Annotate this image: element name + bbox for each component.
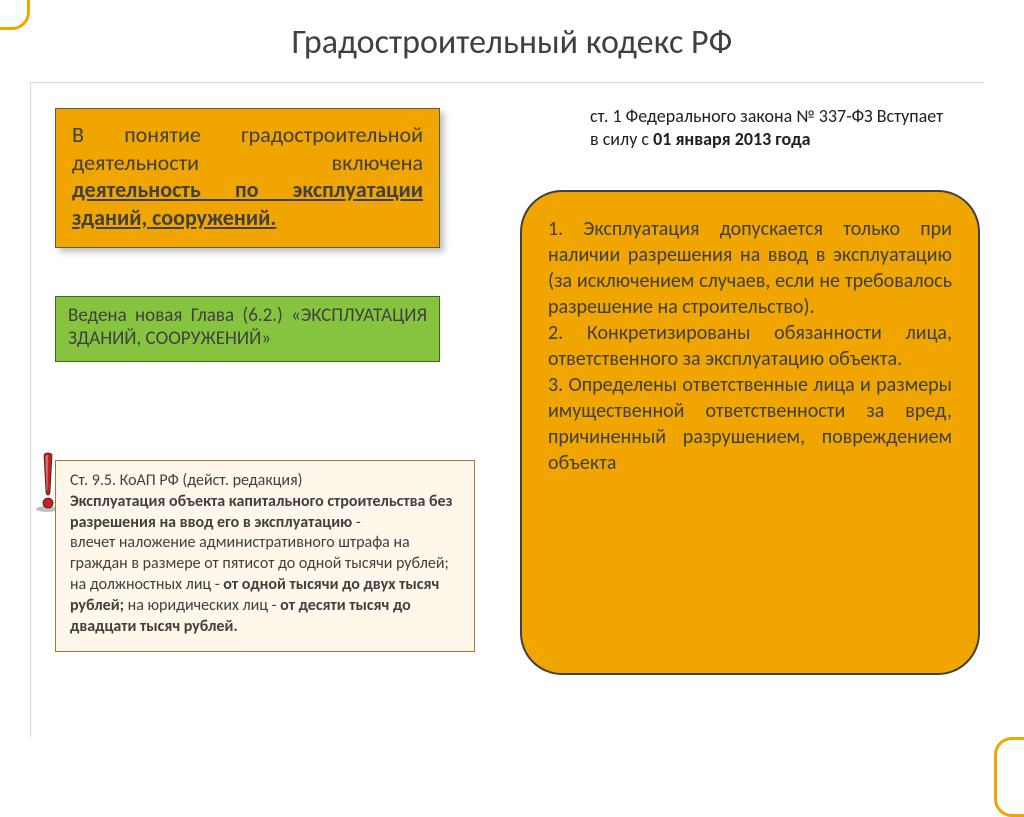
chapter-text: Ведена новая Глава (6.2.) «ЭКСПЛУАТАЦИЯ …	[68, 304, 427, 350]
definition-underlined: деятельность по эксплуатации зданий, соо…	[72, 176, 423, 231]
penalty-line2-tail: -	[352, 513, 361, 532]
definition-box: В понятие градостроительной деятельности…	[55, 108, 440, 248]
law-note: ст. 1 Федерального закона № 337-ФЗ Вступ…	[590, 105, 950, 150]
penalty-body: влечет наложение административного штраф…	[70, 533, 460, 637]
frame-line-left	[30, 82, 31, 737]
rules-p1: 1. Эксплуатация допускается только при н…	[548, 216, 952, 320]
rules-p3: 3. Определены ответственные лица и разме…	[548, 372, 952, 476]
frame-line-top	[30, 82, 984, 83]
penalty-box: Ст. 9.5. КоАП РФ (дейст. редакция) Экспл…	[55, 460, 475, 652]
rules-box: 1. Эксплуатация допускается только при н…	[520, 190, 980, 675]
penalty-line2-bold: Эксплуатация объекта капитального строит…	[70, 492, 452, 532]
page-title: Градостроительный кодекс РФ	[0, 22, 1024, 63]
corner-accent-bottom-right	[994, 737, 1024, 817]
law-note-bold: 01 января 2013 года	[653, 128, 810, 150]
penalty-body-c: на юридических лиц -	[124, 596, 280, 615]
rules-p2: 2. Конкретизированы обязанности лица, от…	[548, 320, 952, 372]
penalty-line1: Ст. 9.5. КоАП РФ (дейст. редакция)	[70, 471, 460, 492]
penalty-line2: Эксплуатация объекта капитального строит…	[70, 492, 460, 534]
definition-prefix: В понятие градостроительной деятельности…	[72, 121, 423, 176]
chapter-box: Ведена новая Глава (6.2.) «ЭКСПЛУАТАЦИЯ …	[55, 296, 440, 362]
